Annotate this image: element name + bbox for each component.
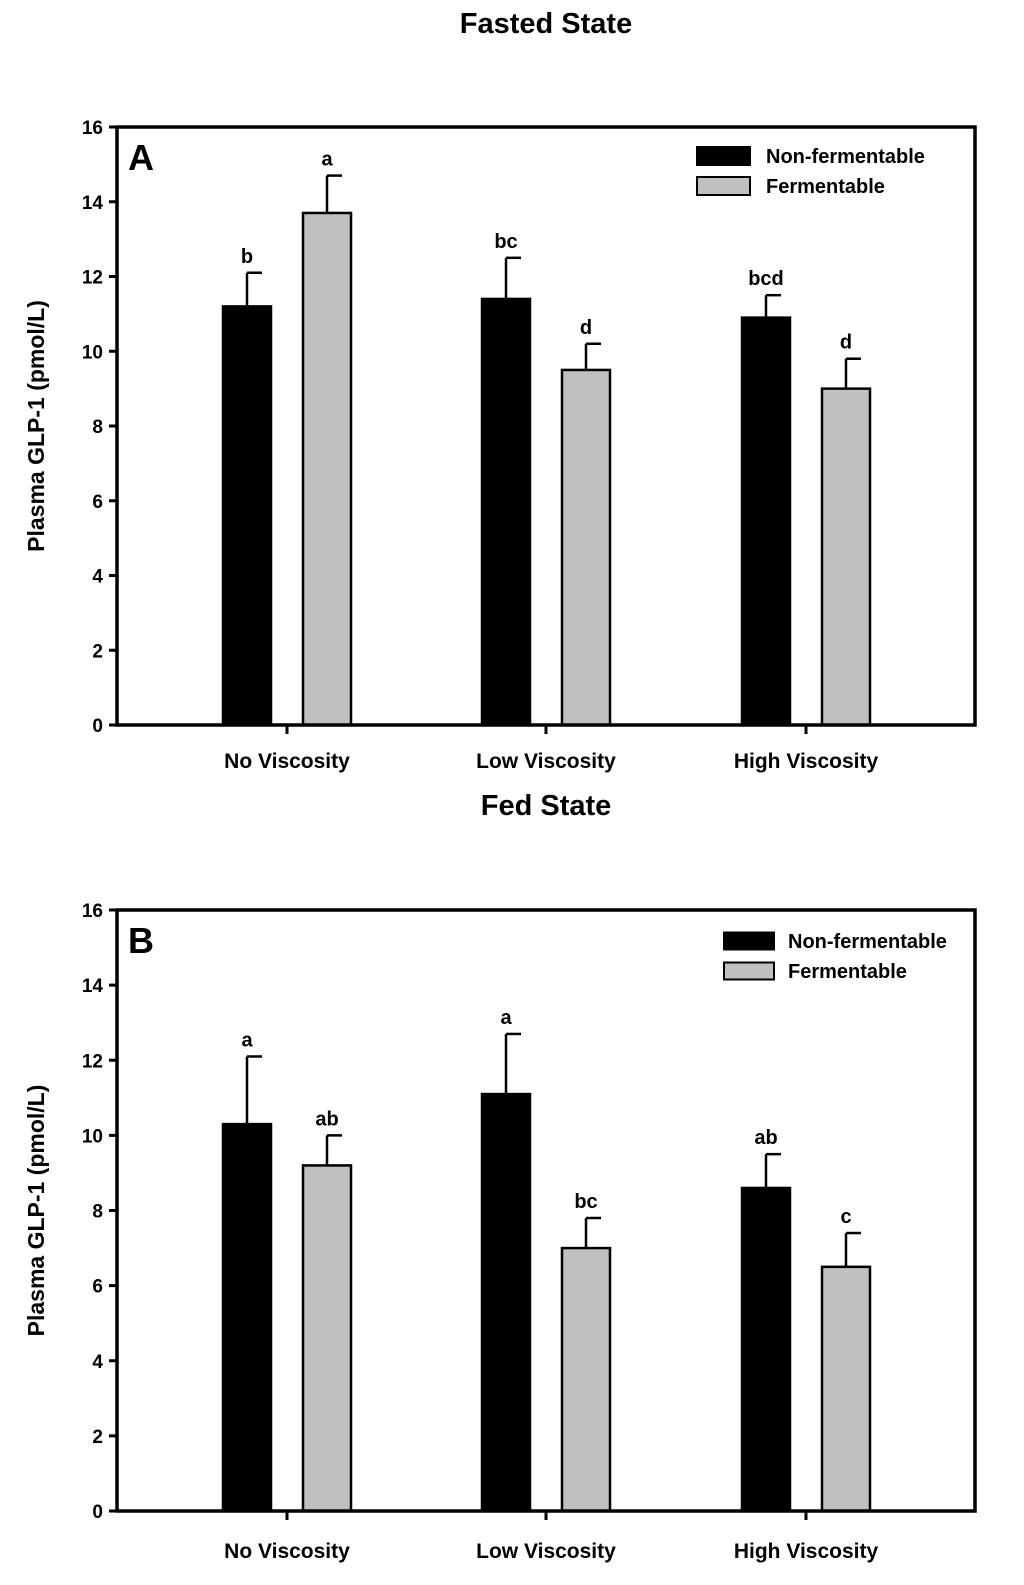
panel-b-legend-label: Fermentable xyxy=(788,961,907,983)
panel-a-bar xyxy=(560,368,612,727)
panel-a-y-tick-label: 0 xyxy=(92,716,103,737)
panel-a-category-label: High Viscosity xyxy=(734,750,879,773)
panel-b-category-label: High Viscosity xyxy=(734,1540,879,1563)
panel-a-significance-label: a xyxy=(321,149,333,171)
panel-a-legend-label: Fermentable xyxy=(766,176,885,198)
panel-b-bar xyxy=(560,1246,612,1513)
panel-a-bar xyxy=(221,305,273,727)
panel-a-y-tick-label: 2 xyxy=(92,641,103,662)
panel-b-bar xyxy=(221,1122,273,1513)
panel-a-y-tick-label: 16 xyxy=(82,118,103,139)
panel-a-y-tick-label: 10 xyxy=(82,342,103,363)
panel-b-y-tick-label: 12 xyxy=(82,1051,103,1072)
panel-a-significance-label: d xyxy=(840,332,852,354)
panel-a-plot-frame xyxy=(115,125,977,727)
panel-b-legend-swatch xyxy=(723,931,775,951)
panel-a-significance-label: b xyxy=(241,246,253,268)
panel-b-y-tick-label: 6 xyxy=(92,1277,103,1298)
panel-b-bar xyxy=(480,1092,532,1513)
panel-b-y-axis-label: Plasma GLP-1 (pmol/L) xyxy=(23,1085,49,1337)
panel-a-significance-label: bc xyxy=(494,231,517,253)
panel-b-significance-label: ab xyxy=(754,1127,777,1149)
panel-b-y-tick-label: 2 xyxy=(92,1427,103,1448)
panel-b-y-tick-label: 8 xyxy=(92,1202,103,1223)
panel-b-bar xyxy=(740,1186,792,1513)
panel-a-y-tick-label: 8 xyxy=(92,417,103,438)
panel-a-significance-label: bcd xyxy=(748,268,784,290)
panel-b-bar xyxy=(301,1164,353,1513)
panel-a-bar xyxy=(480,297,532,727)
panel-a-y-tick-label: 4 xyxy=(92,567,103,588)
panel-b-bar xyxy=(820,1265,872,1513)
panel-b-title: Fed State xyxy=(481,790,612,822)
panel-a-legend-swatch xyxy=(696,176,751,196)
panel-b-significance-label: a xyxy=(500,1007,512,1029)
panel-a-category-label: No Viscosity xyxy=(224,750,350,773)
panel-a-significance-label: d xyxy=(580,317,592,339)
panel-a-letter: A xyxy=(128,137,154,178)
panel-a-bar xyxy=(301,211,353,727)
panel-b-significance-label: c xyxy=(840,1206,851,1228)
panel-a-title: Fasted State xyxy=(460,8,632,40)
panel-a-y-tick-label: 6 xyxy=(92,492,103,513)
panel-a-legend-swatch xyxy=(696,146,751,166)
panel-b-plot-frame xyxy=(115,908,977,1513)
panel-b-category-label: Low Viscosity xyxy=(476,1540,616,1563)
panel-a-bar xyxy=(740,316,792,727)
panel-b-category-label: No Viscosity xyxy=(224,1540,350,1563)
panel-b-significance-label: ab xyxy=(315,1108,338,1130)
panel-a-y-tick-label: 12 xyxy=(82,268,103,289)
panel-b-y-tick-label: 4 xyxy=(92,1352,103,1373)
panel-a-y-tick-label: 14 xyxy=(82,193,104,214)
panel-b-letter: B xyxy=(128,920,154,961)
panel-b-y-tick-label: 16 xyxy=(82,901,103,922)
panel-b-y-tick-label: 14 xyxy=(82,976,104,997)
panel-a-category-label: Low Viscosity xyxy=(476,750,616,773)
panel-b-legend-swatch xyxy=(723,961,775,981)
panel-b-legend-label: Non-fermentable xyxy=(788,931,947,953)
panel-b-significance-label: a xyxy=(241,1029,253,1051)
panel-b-significance-label: bc xyxy=(574,1191,597,1213)
panel-a-y-axis-label: Plasma GLP-1 (pmol/L) xyxy=(23,300,49,552)
panel-a-legend-label: Non-fermentable xyxy=(766,146,925,168)
panel-b-y-tick-label: 0 xyxy=(92,1502,103,1523)
panel-b-y-tick-label: 10 xyxy=(82,1126,103,1147)
panel-a-bar xyxy=(820,387,872,727)
